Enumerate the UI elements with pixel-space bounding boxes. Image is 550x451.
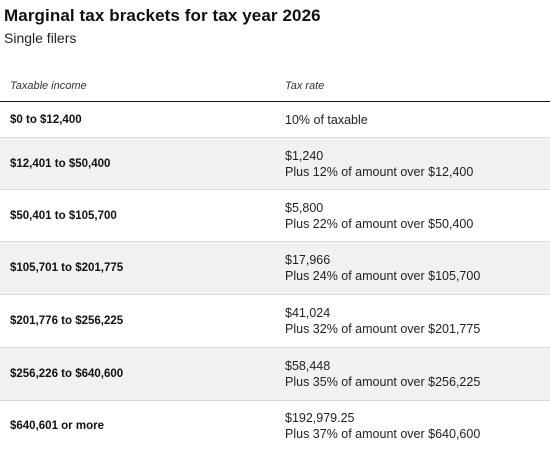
tax-rate-marginal-text: Plus 32% of amount over $201,775	[285, 322, 481, 336]
tax-rate-cell: $1,240 Plus 12% of amount over $12,400	[285, 148, 473, 180]
taxable-income-cell: $12,401 to $50,400	[10, 157, 111, 170]
page-title: Marginal tax brackets for tax year 2026	[4, 6, 321, 25]
table-row: $640,601 or more $192,979.25 Plus 37% of…	[0, 401, 550, 451]
column-header-taxable-income: Taxable income	[10, 80, 87, 92]
tax-rate-cell: 10% of taxable	[285, 112, 368, 128]
tax-rate-marginal-text: Plus 24% of amount over $105,700	[285, 269, 481, 283]
tax-rate-base-amount: $58,448	[285, 359, 331, 373]
tax-rate-marginal-text: Plus 12% of amount over $12,400	[285, 164, 474, 179]
tax-rate-cell: $17,966 Plus 24% of amount over $105,700	[285, 252, 480, 284]
tax-rate-cell: $41,024 Plus 32% of amount over $201,775	[285, 305, 480, 337]
tax-rate-cell: $5,800 Plus 22% of amount over $50,400	[285, 200, 473, 232]
tax-rate-base-amount: $1,240	[285, 148, 324, 163]
tax-rate-cell: $58,448 Plus 35% of amount over $256,225	[285, 358, 480, 390]
tax-rate-marginal-text: Plus 22% of amount over $50,400	[285, 216, 474, 231]
table-row: $105,701 to $201,775 $17,966 Plus 24% of…	[0, 242, 550, 295]
table-row: $0 to $12,400 10% of taxable	[0, 102, 550, 138]
tax-rate-marginal-text: Plus 35% of amount over $256,225	[285, 375, 481, 389]
page-subtitle: Single filers	[4, 30, 77, 46]
tax-bracket-table: Taxable income Tax rate $0 to $12,400 10…	[0, 74, 550, 451]
taxable-income-cell: $256,226 to $640,600	[10, 368, 124, 380]
tax-rate-line: 10% of taxable	[285, 112, 368, 127]
table-row: $256,226 to $640,600 $58,448 Plus 35% of…	[0, 348, 550, 401]
table-row: $201,776 to $256,225 $41,024 Plus 32% of…	[0, 295, 550, 348]
taxable-income-cell: $640,601 or more	[10, 420, 104, 432]
column-header-tax-rate: Tax rate	[285, 80, 325, 92]
tax-rate-base-amount: $192,979.25	[285, 411, 355, 425]
tax-rate-cell: $192,979.25 Plus 37% of amount over $640…	[285, 410, 480, 442]
tax-rate-base-amount: $17,966	[285, 253, 331, 267]
taxable-income-cell: $50,401 to $105,700	[10, 209, 117, 222]
table-row: $50,401 to $105,700 $5,800 Plus 22% of a…	[0, 190, 550, 242]
tax-rate-base-amount: $5,800	[285, 200, 324, 215]
taxable-income-cell: $105,701 to $201,775	[10, 262, 124, 274]
taxable-income-cell: $0 to $12,400	[10, 113, 82, 126]
tax-rate-base-amount: $41,024	[285, 306, 331, 320]
tax-bracket-page: Marginal tax brackets for tax year 2026 …	[0, 6, 550, 441]
table-row: $12,401 to $50,400 $1,240 Plus 12% of am…	[0, 138, 550, 190]
taxable-income-cell: $201,776 to $256,225	[10, 315, 124, 327]
table-header: Taxable income Tax rate	[0, 74, 550, 102]
tax-rate-marginal-text: Plus 37% of amount over $640,600	[285, 427, 481, 441]
